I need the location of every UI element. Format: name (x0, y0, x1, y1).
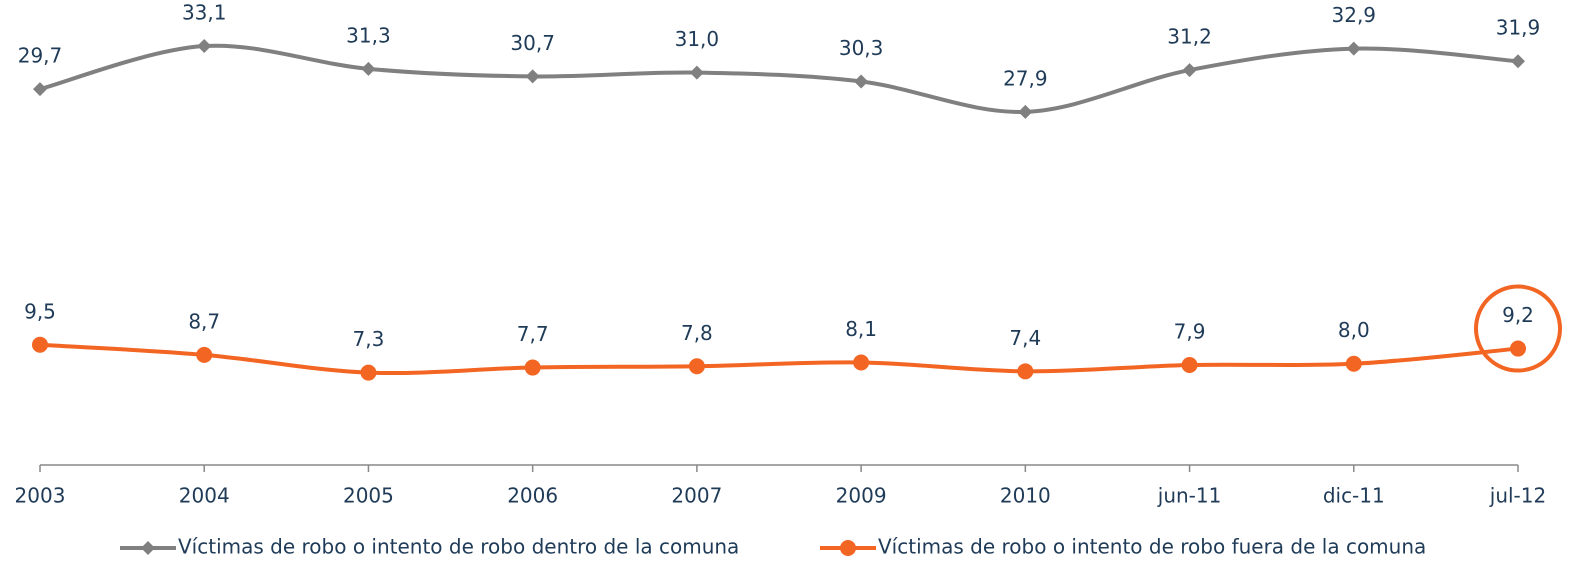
data-point (1182, 63, 1197, 78)
data-point (689, 65, 704, 80)
data-label: 27,9 (1003, 66, 1048, 90)
x-tick-label: 2005 (343, 484, 394, 508)
data-label: 8,0 (1338, 318, 1370, 342)
data-point (360, 364, 377, 381)
data-point (361, 61, 376, 76)
x-tick-label: 2003 (15, 484, 66, 508)
data-label: 31,9 (1496, 16, 1541, 40)
data-label: 32,9 (1332, 3, 1377, 27)
legend-label: Víctimas de robo o intento de robo dentr… (178, 535, 739, 559)
data-point (854, 74, 869, 89)
data-point (1346, 41, 1361, 56)
data-point (1018, 104, 1033, 119)
data-point (32, 336, 48, 353)
data-point (688, 358, 705, 375)
legend-marker (840, 540, 856, 556)
data-label: 8,1 (845, 317, 877, 341)
highlight-circle (1474, 284, 1562, 373)
data-label: 7,3 (353, 327, 385, 351)
data-label: 7,8 (681, 321, 713, 345)
data-point (197, 39, 212, 54)
x-tick-label: 2010 (1000, 484, 1051, 508)
data-label: 31,0 (675, 27, 720, 51)
data-label: 9,5 (24, 299, 56, 323)
x-tick-label: 2004 (179, 484, 230, 508)
data-label: 33,1 (182, 1, 227, 25)
series-line (39, 43, 1519, 114)
data-point (1017, 363, 1034, 380)
x-tick-label: jun-11 (1157, 484, 1222, 508)
data-label: 7,7 (517, 322, 549, 346)
x-tick-label: 2006 (507, 484, 558, 508)
data-point (853, 354, 870, 371)
data-label: 8,7 (188, 309, 220, 333)
data-label: 29,7 (18, 44, 63, 68)
data-point (524, 359, 541, 376)
series-line (39, 342, 1519, 376)
data-label: 30,7 (510, 31, 555, 55)
data-point (196, 346, 213, 363)
x-tick-label: 2007 (671, 484, 722, 508)
data-point (525, 69, 540, 84)
data-point (1345, 355, 1362, 372)
data-point (1510, 340, 1526, 357)
data-point (1181, 357, 1198, 374)
data-label: 9,2 (1502, 303, 1534, 327)
x-tick-label: 2009 (836, 484, 887, 508)
legend-label: Víctimas de robo o intento de robo fuera… (878, 535, 1426, 559)
x-tick-label: jul-12 (1489, 484, 1546, 508)
legend-marker (141, 541, 155, 555)
data-label: 31,2 (1167, 25, 1212, 49)
data-label: 30,3 (839, 36, 884, 60)
data-label: 31,3 (346, 23, 391, 47)
x-tick-label: dic-11 (1323, 484, 1385, 508)
data-label: 7,9 (1174, 320, 1206, 344)
data-point (33, 82, 47, 97)
data-label: 7,4 (1009, 326, 1041, 350)
data-point (1511, 54, 1525, 69)
